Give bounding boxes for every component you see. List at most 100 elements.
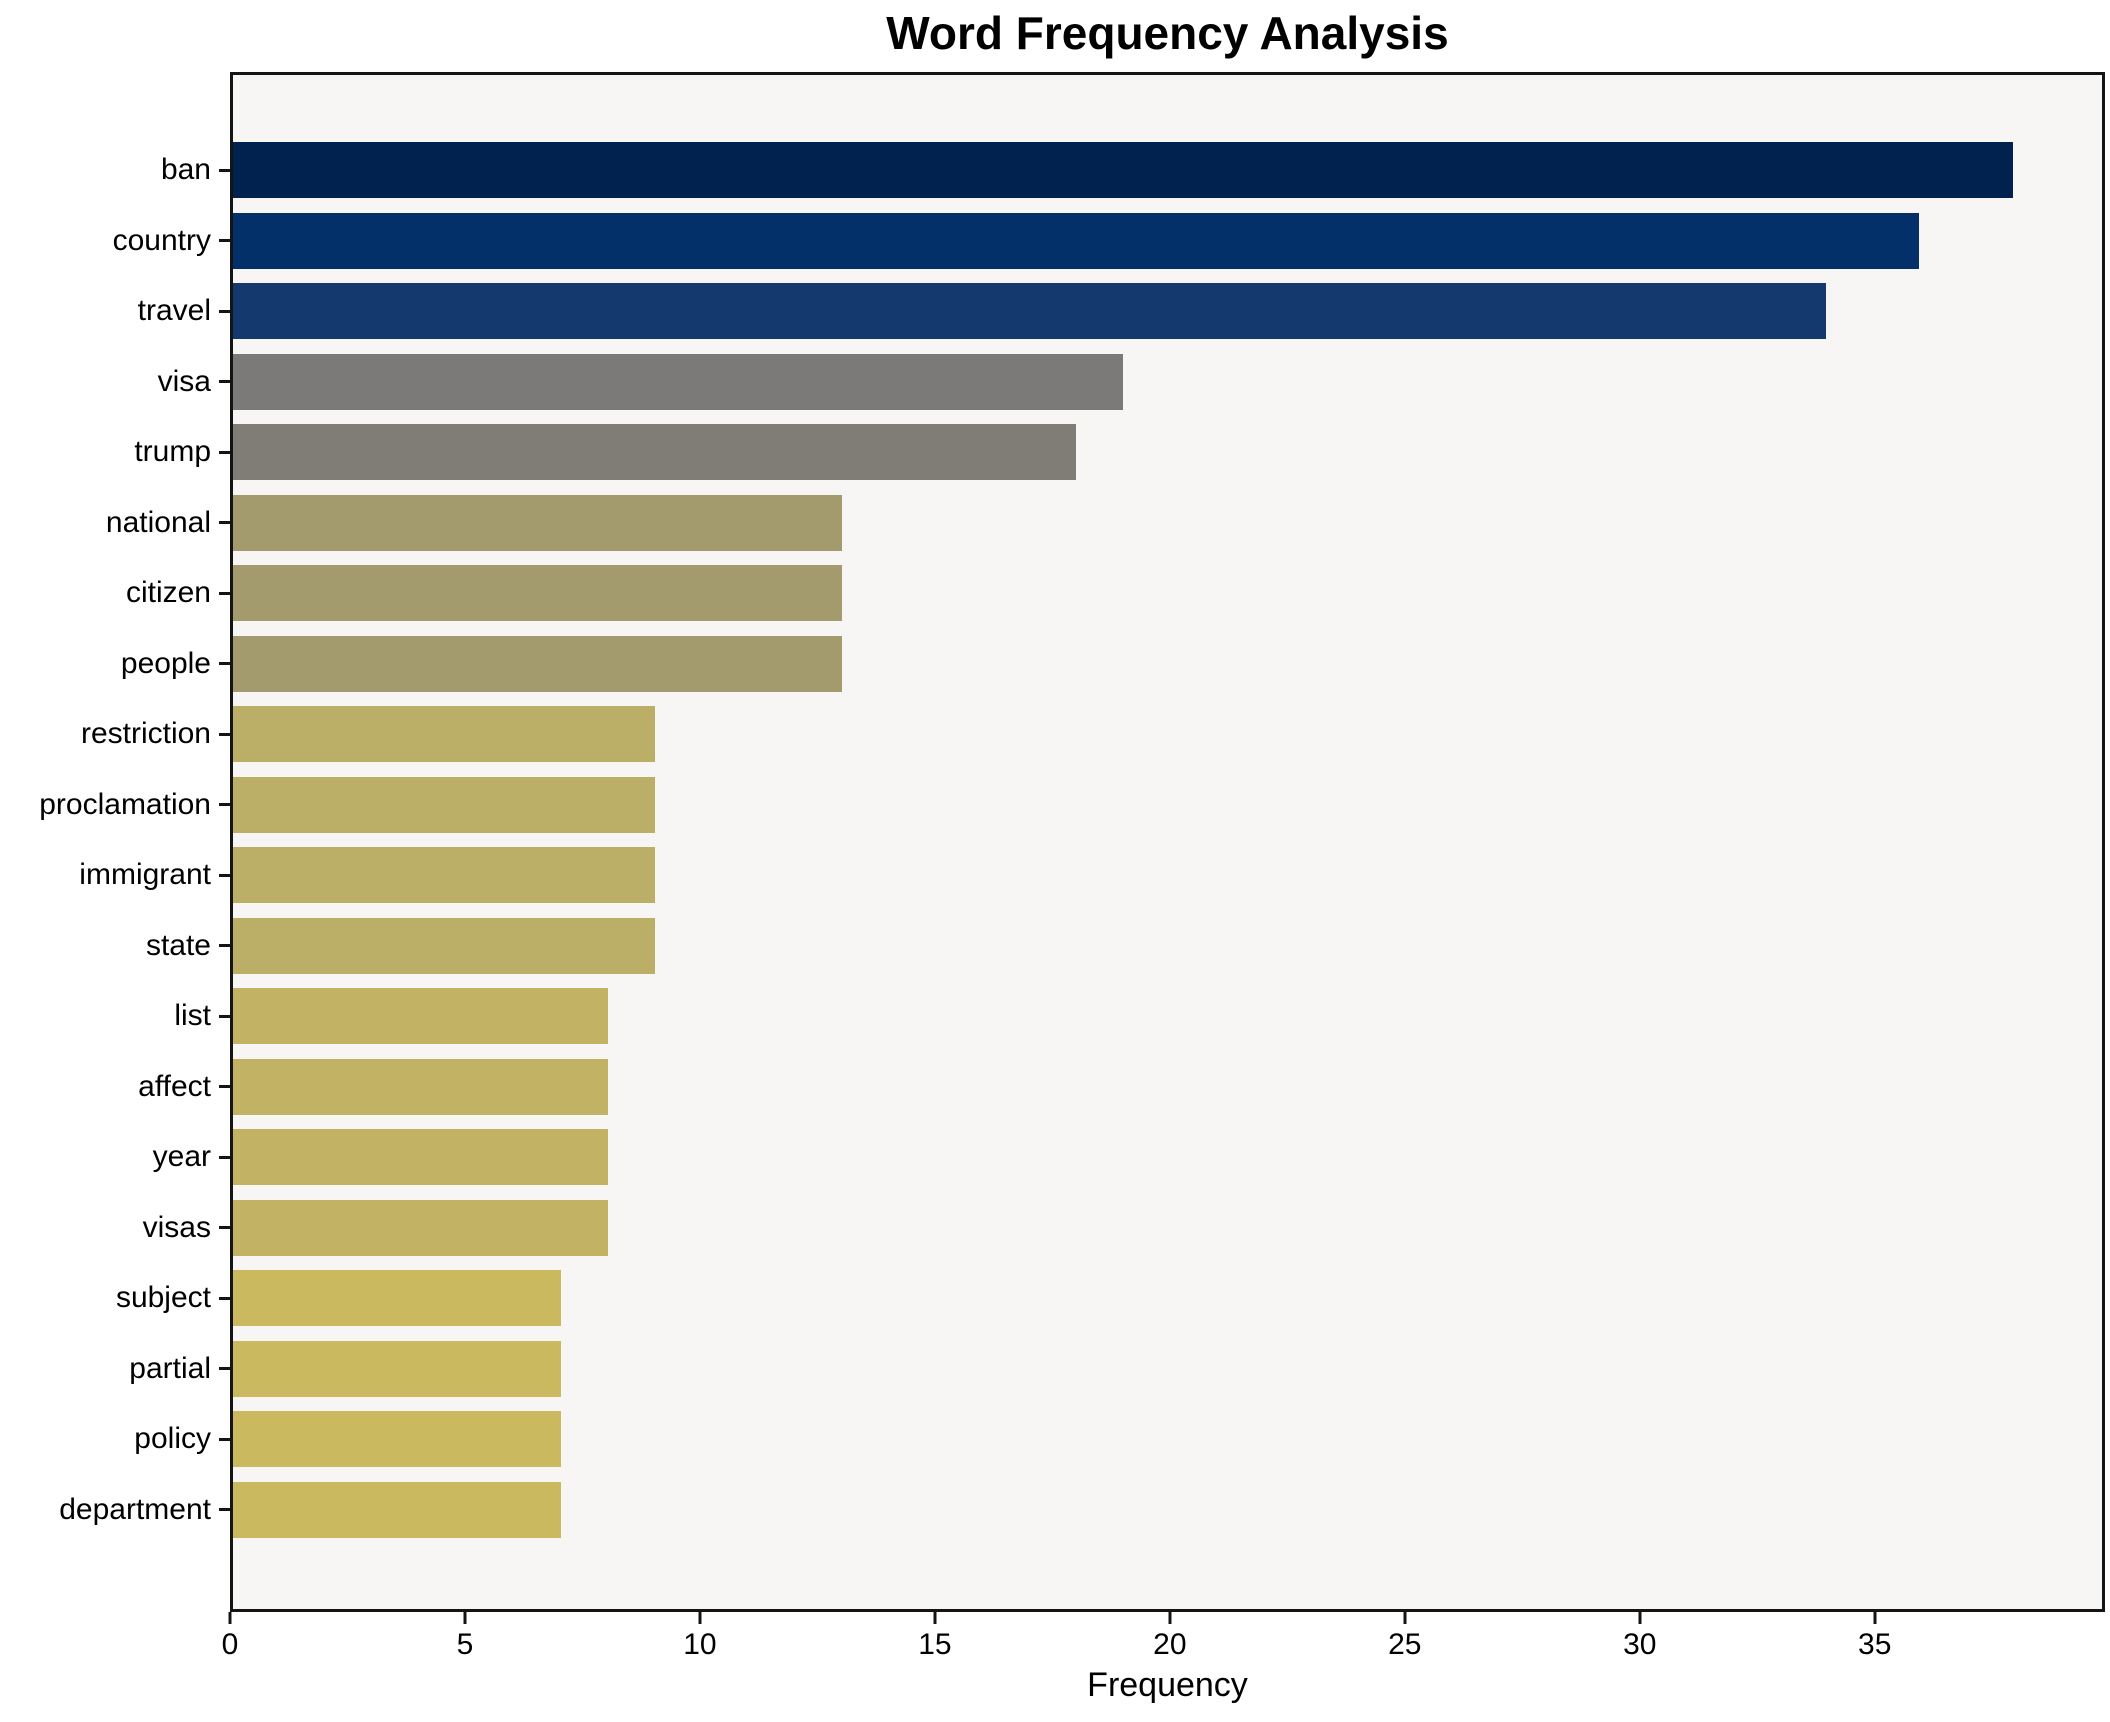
- y-label-row: list: [0, 981, 230, 1052]
- y-tick-label: country: [112, 223, 211, 257]
- x-tick-label: 0: [221, 1628, 239, 1661]
- x-tick-mark: [463, 1612, 467, 1624]
- y-tick-mark: [219, 1085, 230, 1089]
- x-tick-mark: [1638, 1612, 1642, 1624]
- y-tick-label: affect: [138, 1069, 211, 1103]
- y-label-row: restriction: [0, 699, 230, 770]
- x-tick-mark: [698, 1612, 702, 1624]
- bar-trump: [233, 424, 1077, 481]
- y-tick-mark: [219, 1437, 230, 1441]
- y-tick-label: trump: [134, 435, 211, 469]
- x-tick-mark: [1168, 1612, 1172, 1624]
- bar-subject: [233, 1270, 561, 1327]
- bar-row: [233, 840, 2102, 911]
- y-label-row: department: [0, 1475, 230, 1546]
- bar-row: [233, 981, 2102, 1052]
- y-tick-mark: [219, 732, 230, 736]
- bar-row: [233, 347, 2102, 418]
- y-tick-label: year: [152, 1140, 211, 1174]
- y-tick-label: national: [105, 505, 211, 539]
- bar-proclamation: [233, 776, 655, 833]
- y-label-row: partial: [0, 1334, 230, 1405]
- bar-year: [233, 1129, 608, 1186]
- y-tick-mark: [219, 380, 230, 384]
- bar-row: [233, 699, 2102, 770]
- bar-row: [233, 135, 2102, 206]
- y-tick-mark: [219, 662, 230, 666]
- y-label-row: citizen: [0, 558, 230, 629]
- bar-row: [233, 417, 2102, 488]
- y-tick-mark: [219, 591, 230, 595]
- bar-row: [233, 1263, 2102, 1334]
- y-tick-mark: [219, 803, 230, 807]
- bar-row: [233, 276, 2102, 347]
- x-tick-label: 20: [1153, 1628, 1187, 1661]
- y-tick-mark: [219, 1226, 230, 1230]
- bar-row: [233, 911, 2102, 982]
- y-tick-mark: [219, 1014, 230, 1018]
- bar-row: [233, 1404, 2102, 1475]
- x-tick-label: 10: [683, 1628, 717, 1661]
- y-tick-mark: [219, 450, 230, 454]
- x-tick-label: 15: [918, 1628, 952, 1661]
- x-tick-mark: [933, 1612, 937, 1624]
- x-tick-label: 25: [1388, 1628, 1422, 1661]
- y-tick-label: proclamation: [39, 787, 211, 821]
- bar-ban: [233, 142, 2013, 199]
- bar-row: [233, 770, 2102, 841]
- y-label-row: ban: [0, 135, 230, 206]
- y-tick-label: subject: [115, 1281, 211, 1315]
- y-axis-labels: ban country travel visa trump national citizen…: [0, 75, 230, 1609]
- bar-row: [233, 1475, 2102, 1546]
- y-tick-mark: [219, 873, 230, 877]
- bar-visas: [233, 1199, 608, 1256]
- y-tick-label: restriction: [80, 717, 211, 751]
- bar-row: [233, 1122, 2102, 1193]
- x-tick-label: 35: [1858, 1628, 1892, 1661]
- y-label-row: national: [0, 488, 230, 559]
- x-axis: 0 5 10 15 20 25 30 35: [222, 1612, 2105, 1682]
- bar-visa: [233, 353, 1123, 410]
- y-tick-mark: [219, 309, 230, 313]
- y-tick-mark: [219, 521, 230, 525]
- y-label-row: travel: [0, 276, 230, 347]
- bar-partial: [233, 1340, 561, 1397]
- y-label-row: immigrant: [0, 840, 230, 911]
- x-tick-mark: [1873, 1612, 1877, 1624]
- x-tick-label: 30: [1623, 1628, 1657, 1661]
- bar-row: [233, 206, 2102, 277]
- bar-row: [233, 629, 2102, 700]
- y-tick-mark: [219, 1367, 230, 1371]
- x-tick-label: 5: [456, 1628, 474, 1661]
- y-label-row: proclamation: [0, 770, 230, 841]
- bars-container: [233, 75, 2102, 1609]
- y-tick-mark: [219, 1508, 230, 1512]
- bar-country: [233, 212, 1920, 269]
- y-tick-label: visa: [157, 364, 211, 398]
- y-label-row: affect: [0, 1052, 230, 1123]
- y-label-row: subject: [0, 1263, 230, 1334]
- y-label-row: trump: [0, 417, 230, 488]
- bar-citizen: [233, 565, 842, 622]
- y-tick-mark: [219, 944, 230, 948]
- bar-affect: [233, 1058, 608, 1115]
- bar-department: [233, 1481, 561, 1538]
- y-tick-label: list: [174, 999, 211, 1033]
- y-label-row: country: [0, 206, 230, 277]
- bar-row: [233, 488, 2102, 559]
- bar-immigrant: [233, 847, 655, 904]
- chart-title: Word Frequency Analysis: [886, 7, 1449, 59]
- bar-row: [233, 1052, 2102, 1123]
- y-label-row: visas: [0, 1193, 230, 1264]
- y-tick-mark: [219, 239, 230, 243]
- y-label-row: year: [0, 1122, 230, 1193]
- y-tick-mark: [219, 1296, 230, 1300]
- y-label-row: state: [0, 911, 230, 982]
- y-tick-label: citizen: [125, 576, 211, 610]
- y-tick-label: ban: [160, 153, 211, 187]
- y-tick-label: visas: [142, 1210, 211, 1244]
- bar-travel: [233, 283, 1826, 340]
- bar-row: [233, 1334, 2102, 1405]
- x-tick-mark: [228, 1612, 232, 1624]
- y-tick-label: immigrant: [79, 858, 211, 892]
